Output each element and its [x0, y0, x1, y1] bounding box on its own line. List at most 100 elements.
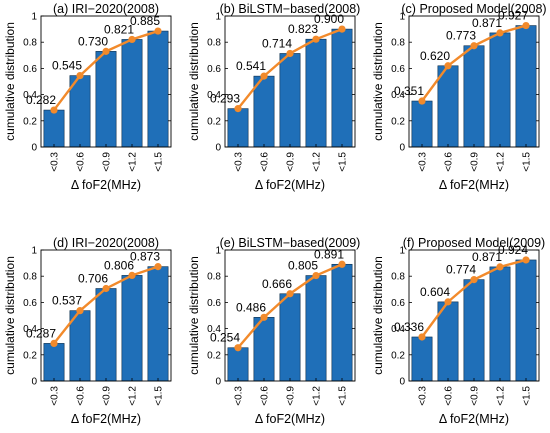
- bar-0: [411, 100, 433, 148]
- y-tick-label: 0.4: [23, 324, 37, 335]
- panel-title: (a) IRI−2020(2008): [53, 2, 159, 16]
- panel-e: (e) BiLSTM−based(2009) 0 0.2 0.4 0.6 0.8 1 <0.3…: [187, 236, 360, 426]
- data-label-2: 0.666: [262, 277, 292, 291]
- bar-0: [227, 347, 249, 382]
- y-tick-label: 1: [31, 12, 37, 23]
- trend-point-0: [50, 106, 58, 114]
- x-axis-label: Δ foF2(MHz): [439, 178, 509, 192]
- bar-4: [147, 30, 169, 148]
- x-tick-label: <0.6: [444, 386, 455, 406]
- x-axis-label: Δ foF2(MHz): [255, 178, 325, 192]
- trend-point-1: [260, 72, 268, 80]
- bar-4: [515, 259, 537, 382]
- x-tick-label: <0.9: [102, 386, 113, 406]
- x-tick-label: <0.9: [470, 152, 481, 172]
- y-tick-label: 1: [215, 12, 221, 23]
- y-tick-label: 0: [215, 143, 221, 154]
- data-label-0: 0.293: [210, 92, 240, 106]
- bar-2: [463, 45, 485, 148]
- trend-point-0: [234, 344, 242, 352]
- data-label-1: 0.486: [236, 300, 266, 314]
- panel-c: (c) Proposed Model(2008) 0 0.2 0.4 0.6 0.8 1 <0…: [371, 2, 547, 192]
- x-tick-label: <0.6: [260, 386, 271, 406]
- bar-2: [463, 279, 485, 382]
- trend-point-3: [128, 271, 136, 280]
- data-label-0: 0.287: [26, 326, 56, 340]
- bar-0: [43, 343, 65, 382]
- y-tick-label: 0.8: [207, 272, 221, 283]
- bar-4: [515, 25, 537, 148]
- data-label-3: 0.823: [288, 22, 318, 36]
- trend-point-0: [234, 105, 242, 113]
- x-axis-label: Δ foF2(MHz): [255, 412, 325, 426]
- x-tick-label: <1.2: [128, 386, 139, 406]
- x-axis-label: Δ foF2(MHz): [439, 412, 509, 426]
- trend-point-3: [496, 29, 504, 37]
- trend-point-3: [312, 271, 320, 280]
- y-tick-label: 0.2: [207, 350, 221, 361]
- y-tick-label: 0.4: [391, 324, 405, 335]
- bar-3: [305, 38, 327, 148]
- y-tick-label: 0.8: [207, 38, 221, 49]
- data-label-1: 0.537: [52, 294, 82, 308]
- data-label-0: 0.282: [26, 93, 56, 107]
- data-label-2: 0.730: [78, 34, 108, 48]
- bar-3: [305, 275, 327, 382]
- bar-2: [279, 293, 301, 382]
- y-tick-label: 0.6: [207, 298, 221, 309]
- x-tick-label: <1.2: [496, 152, 507, 172]
- y-tick-label: 0.4: [207, 90, 221, 101]
- bar-3: [489, 266, 511, 382]
- x-axis-label: Δ foF2(MHz): [71, 178, 141, 192]
- trend-point-1: [260, 313, 268, 321]
- x-tick-label: <1.5: [338, 152, 349, 172]
- y-tick-label: 0.2: [391, 350, 405, 361]
- trend-point-0: [418, 333, 426, 341]
- data-label-0: 0.336: [394, 320, 424, 334]
- panel-title: (e) BiLSTM−based(2009): [220, 236, 361, 250]
- trend-point-1: [444, 298, 452, 306]
- data-label-2: 0.773: [446, 29, 476, 43]
- y-axis-label: cumulative distribution: [371, 256, 385, 375]
- trend-point-4: [154, 27, 162, 35]
- panel-title: (b) BiLSTM−based(2008): [220, 2, 361, 16]
- data-label-2: 0.714: [262, 36, 292, 50]
- bar-0: [43, 109, 65, 148]
- x-tick-label: <0.6: [76, 386, 87, 406]
- bar-0: [411, 336, 433, 382]
- data-label-1: 0.541: [236, 59, 266, 73]
- y-tick-label: 0: [31, 377, 37, 388]
- x-tick-label: <0.3: [418, 152, 429, 172]
- panel-d: (d) IRI−2020(2008) 0 0.2 0.4 0.6 0.8 1 <0.3 <0.6…: [3, 236, 172, 426]
- y-tick-label: 0.2: [207, 116, 221, 127]
- data-label-4: 0.927: [498, 9, 528, 23]
- trend-point-4: [338, 25, 346, 33]
- data-label-4: 0.873: [130, 250, 160, 264]
- y-tick-label: 0.6: [207, 64, 221, 75]
- bar-3: [121, 275, 143, 382]
- y-tick-label: 0.6: [391, 64, 405, 75]
- x-tick-label: <0.6: [260, 152, 271, 172]
- y-tick-label: 1: [399, 12, 405, 23]
- trend-point-4: [522, 256, 530, 264]
- x-tick-label: <1.2: [496, 386, 507, 406]
- bar-1: [437, 301, 459, 382]
- trend-point-0: [418, 97, 426, 105]
- y-tick-label: 0: [399, 377, 405, 388]
- bar-2: [279, 53, 301, 148]
- y-axis-label: cumulative distribution: [371, 22, 385, 141]
- x-tick-label: <1.5: [154, 152, 165, 172]
- y-tick-label: 0.4: [207, 324, 221, 335]
- x-tick-label: <0.3: [234, 152, 245, 172]
- x-axis-label: Δ foF2(MHz): [71, 412, 141, 426]
- bar-3: [489, 32, 511, 148]
- trend-point-1: [76, 307, 84, 315]
- panel-title: (d) IRI−2020(2008): [53, 236, 159, 250]
- y-tick-label: 0.2: [23, 350, 37, 361]
- x-tick-label: <1.2: [128, 152, 139, 172]
- x-tick-label: <0.3: [50, 386, 61, 406]
- x-tick-label: <1.2: [312, 386, 323, 406]
- trend-point-2: [286, 49, 294, 58]
- y-tick-label: 0.8: [23, 38, 37, 49]
